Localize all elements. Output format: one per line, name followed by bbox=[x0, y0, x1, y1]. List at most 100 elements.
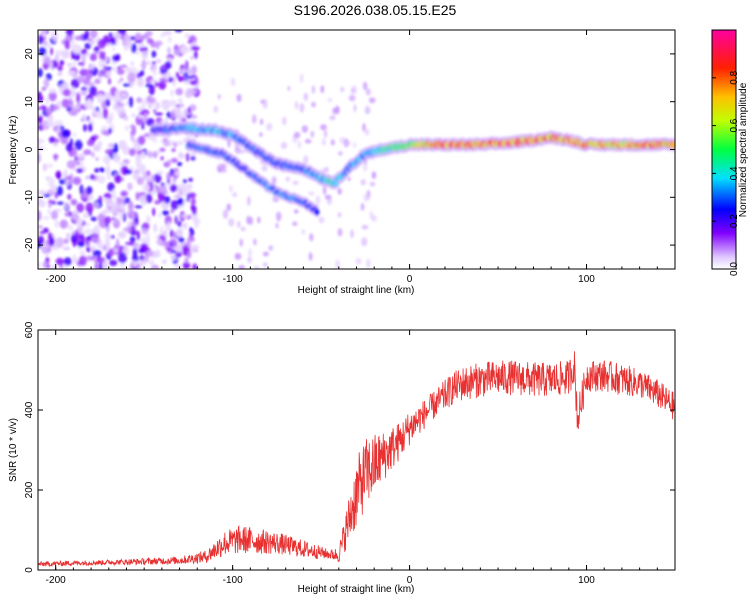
heatmap-cell bbox=[140, 61, 147, 69]
heatmap-cell bbox=[83, 124, 87, 132]
heatmap-cell bbox=[70, 199, 78, 206]
heatmap-cell bbox=[83, 212, 89, 219]
heatmap-cell bbox=[146, 177, 150, 185]
heatmap-cell bbox=[182, 262, 191, 269]
heatmap-cell bbox=[293, 131, 301, 139]
heatmap-cell bbox=[135, 97, 143, 103]
heatmap-cell bbox=[186, 238, 191, 249]
heatmap-cell bbox=[330, 139, 335, 146]
x-tick-label: 0 bbox=[407, 274, 413, 285]
heatmap-cell bbox=[146, 215, 151, 224]
heatmap-cell bbox=[323, 129, 328, 138]
heatmap-cell bbox=[38, 235, 45, 246]
heatmap-cell bbox=[152, 104, 160, 108]
snr-x-label: Height of straight line (km) bbox=[298, 584, 415, 595]
heatmap-cell bbox=[238, 149, 246, 154]
heatmap-cell bbox=[174, 264, 182, 268]
heatmap-cell bbox=[95, 157, 99, 161]
heatmap-cell bbox=[371, 171, 377, 179]
heatmap-cell bbox=[114, 89, 123, 101]
heatmap-cell bbox=[93, 144, 101, 152]
heatmap-cell bbox=[155, 58, 162, 64]
heatmap-cell bbox=[275, 222, 279, 229]
snr-y-ticks: 0 200 400 600 bbox=[24, 321, 675, 573]
heatmap-cell bbox=[99, 50, 103, 61]
heatmap-cell bbox=[137, 135, 146, 145]
heatmap-cell bbox=[76, 217, 84, 227]
heatmap-cell bbox=[297, 140, 302, 149]
heatmap-cell bbox=[161, 210, 170, 216]
heatmap-cell bbox=[55, 170, 62, 179]
heatmap-cell bbox=[128, 148, 136, 156]
heatmap-cell bbox=[71, 210, 79, 221]
heatmap-cell bbox=[259, 132, 263, 137]
heatmap-cell bbox=[55, 257, 65, 266]
snr-background bbox=[38, 330, 675, 570]
heatmap-cell bbox=[118, 252, 127, 264]
heatmap-cell bbox=[315, 195, 321, 206]
heatmap-cell bbox=[85, 202, 94, 213]
heatmap-cell bbox=[364, 128, 370, 136]
heatmap-cell bbox=[103, 198, 111, 203]
heatmap-cell bbox=[122, 212, 127, 223]
heatmap-cell bbox=[71, 39, 76, 51]
heatmap-cell bbox=[90, 216, 98, 222]
heatmap-cell bbox=[365, 88, 371, 96]
spectrogram-x-label: Height of straight line (km) bbox=[298, 285, 415, 296]
heatmap-cell bbox=[238, 265, 245, 269]
heatmap-cell bbox=[361, 237, 368, 247]
heatmap-cell bbox=[67, 224, 74, 230]
heatmap-cell bbox=[105, 98, 111, 107]
y-tick-label: 20 bbox=[24, 48, 35, 60]
heatmap-cell bbox=[140, 151, 147, 159]
heatmap-cell bbox=[318, 216, 325, 224]
heatmap-cell bbox=[93, 249, 102, 257]
heatmap-cell bbox=[133, 260, 137, 268]
heatmap-cell bbox=[178, 237, 185, 244]
heatmap-cell bbox=[232, 192, 238, 198]
heatmap-cell bbox=[67, 70, 77, 76]
heatmap-cell bbox=[124, 125, 129, 131]
y-tick-label: -10 bbox=[24, 190, 35, 205]
heatmap-cell bbox=[54, 192, 58, 199]
heatmap-cell bbox=[123, 115, 129, 121]
heatmap-cell bbox=[76, 203, 85, 213]
heatmap-cell bbox=[95, 106, 100, 112]
heatmap-cell bbox=[177, 229, 183, 238]
heatmap-cell bbox=[301, 228, 306, 235]
heatmap-cell bbox=[70, 234, 78, 243]
snr-y-label: SNR (10 * v/v) bbox=[8, 418, 19, 482]
heatmap-cell bbox=[189, 80, 198, 85]
heatmap-cell bbox=[38, 36, 44, 45]
heatmap-cell bbox=[104, 208, 110, 213]
heatmap-cell bbox=[97, 241, 103, 250]
heatmap-cell bbox=[299, 73, 304, 84]
heatmap-cell bbox=[87, 240, 91, 247]
colorbar-tick-label: 0.6 bbox=[729, 118, 740, 132]
heatmap-cell bbox=[76, 225, 84, 234]
heatmap-cell bbox=[45, 96, 50, 105]
heatmap-cell bbox=[161, 79, 169, 83]
heatmap-cell bbox=[46, 120, 55, 128]
heatmap-cell bbox=[49, 88, 57, 94]
heatmap-cell bbox=[126, 220, 133, 228]
heatmap-cell bbox=[56, 201, 64, 205]
heatmap-cell bbox=[125, 66, 132, 74]
heatmap-cell bbox=[55, 50, 64, 55]
heatmap-cell bbox=[89, 106, 97, 110]
heatmap-cell bbox=[237, 220, 241, 228]
heatmap-cell bbox=[86, 139, 95, 147]
heatmap-cell bbox=[141, 48, 148, 60]
heatmap-cell bbox=[113, 248, 119, 253]
colorbar-gradient bbox=[712, 30, 736, 269]
heatmap-cell bbox=[38, 111, 41, 117]
heatmap-cell bbox=[181, 222, 188, 230]
heatmap-cell bbox=[102, 155, 111, 164]
heatmap-cell bbox=[282, 116, 287, 126]
heatmap-cell bbox=[169, 184, 178, 193]
heatmap-cell bbox=[166, 172, 172, 182]
heatmap-cell bbox=[142, 171, 148, 180]
heatmap-cell bbox=[314, 209, 320, 216]
heatmap-cell bbox=[144, 113, 148, 118]
heatmap-cell bbox=[91, 151, 95, 158]
